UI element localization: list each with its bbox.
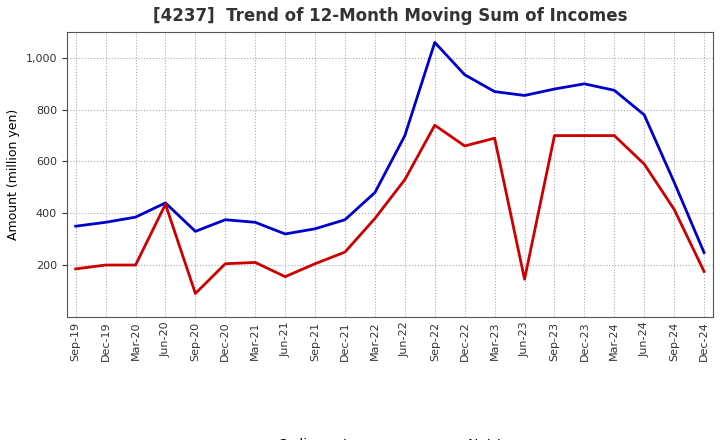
Ordinary Income	[431, 40, 439, 45]
Net Income	[221, 261, 230, 266]
Net Income	[640, 161, 649, 167]
Net Income	[431, 123, 439, 128]
Title: [4237]  Trend of 12-Month Moving Sum of Incomes: [4237] Trend of 12-Month Moving Sum of I…	[153, 7, 627, 25]
Ordinary Income	[700, 250, 708, 255]
Ordinary Income	[71, 224, 80, 229]
Y-axis label: Amount (million yen): Amount (million yen)	[7, 109, 20, 240]
Ordinary Income	[460, 72, 469, 77]
Ordinary Income	[521, 93, 529, 98]
Net Income	[341, 249, 349, 255]
Legend: Ordinary Income, Net Income: Ordinary Income, Net Income	[227, 433, 553, 440]
Line: Ordinary Income: Ordinary Income	[76, 42, 704, 253]
Line: Net Income: Net Income	[76, 125, 704, 293]
Net Income	[131, 262, 140, 268]
Net Income	[281, 274, 289, 279]
Net Income	[400, 177, 409, 182]
Net Income	[490, 136, 499, 141]
Ordinary Income	[251, 220, 259, 225]
Ordinary Income	[221, 217, 230, 222]
Net Income	[460, 143, 469, 149]
Ordinary Income	[131, 214, 140, 220]
Net Income	[521, 277, 529, 282]
Ordinary Income	[670, 180, 678, 185]
Net Income	[580, 133, 589, 138]
Net Income	[102, 262, 110, 268]
Ordinary Income	[371, 190, 379, 195]
Ordinary Income	[281, 231, 289, 237]
Ordinary Income	[490, 89, 499, 94]
Ordinary Income	[610, 88, 618, 93]
Ordinary Income	[550, 86, 559, 92]
Ordinary Income	[311, 226, 320, 231]
Ordinary Income	[341, 217, 349, 222]
Net Income	[700, 269, 708, 274]
Ordinary Income	[161, 200, 170, 205]
Net Income	[610, 133, 618, 138]
Net Income	[191, 291, 199, 296]
Net Income	[251, 260, 259, 265]
Net Income	[71, 266, 80, 271]
Ordinary Income	[191, 229, 199, 234]
Ordinary Income	[640, 112, 649, 117]
Net Income	[670, 207, 678, 212]
Net Income	[371, 216, 379, 221]
Ordinary Income	[580, 81, 589, 87]
Net Income	[311, 261, 320, 266]
Ordinary Income	[102, 220, 110, 225]
Ordinary Income	[400, 133, 409, 138]
Net Income	[550, 133, 559, 138]
Net Income	[161, 202, 170, 207]
